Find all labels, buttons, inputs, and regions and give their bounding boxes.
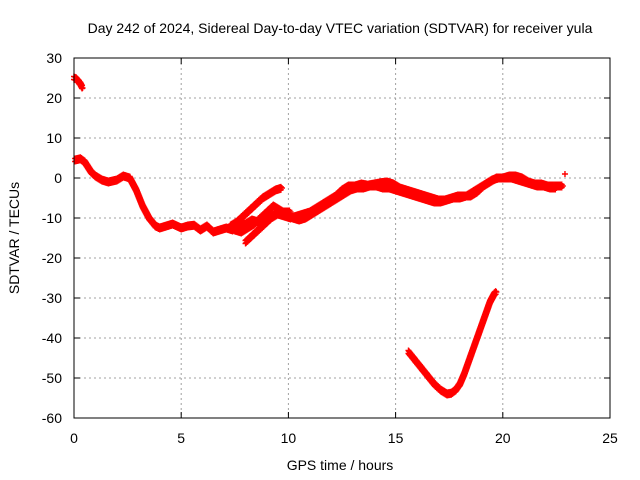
y-tick-labels: 30 20 10 0 -10 -20 -30 -40 -50 -60 bbox=[42, 50, 62, 426]
data-point bbox=[493, 289, 500, 295]
data-point bbox=[79, 85, 86, 91]
y-tick-label: -10 bbox=[42, 210, 62, 226]
x-tick-labels: 0 5 10 15 20 25 bbox=[70, 430, 618, 446]
y-tick-label: -60 bbox=[42, 410, 62, 426]
data-point bbox=[287, 209, 294, 215]
y-tick-label: 30 bbox=[46, 50, 62, 66]
x-tick-label: 20 bbox=[495, 430, 511, 446]
x-tick-label: 0 bbox=[70, 430, 78, 446]
chart-title: Day 242 of 2024, Sidereal Day-to-day VTE… bbox=[88, 20, 593, 36]
x-tick-label: 25 bbox=[602, 430, 618, 446]
data-point bbox=[278, 185, 285, 191]
y-tick-label: -30 bbox=[42, 290, 62, 306]
y-tick-label: 20 bbox=[46, 90, 62, 106]
data-point bbox=[561, 171, 568, 177]
y-tick-label: -40 bbox=[42, 330, 62, 346]
x-tick-label: 15 bbox=[388, 430, 404, 446]
x-tick-label: 10 bbox=[281, 430, 297, 446]
plot-border bbox=[73, 57, 611, 419]
plot-area bbox=[71, 73, 568, 399]
x-axis-label: GPS time / hours bbox=[287, 457, 394, 473]
data-point bbox=[553, 185, 560, 191]
y-tick-label: -20 bbox=[42, 250, 62, 266]
x-tick-label: 5 bbox=[177, 430, 185, 446]
y-tick-label: 10 bbox=[46, 130, 62, 146]
y-tick-label: 0 bbox=[54, 170, 62, 186]
y-tick-label: -50 bbox=[42, 370, 62, 386]
data-point bbox=[559, 183, 566, 189]
y-axis-label: SDTVAR / TECUs bbox=[6, 182, 22, 294]
